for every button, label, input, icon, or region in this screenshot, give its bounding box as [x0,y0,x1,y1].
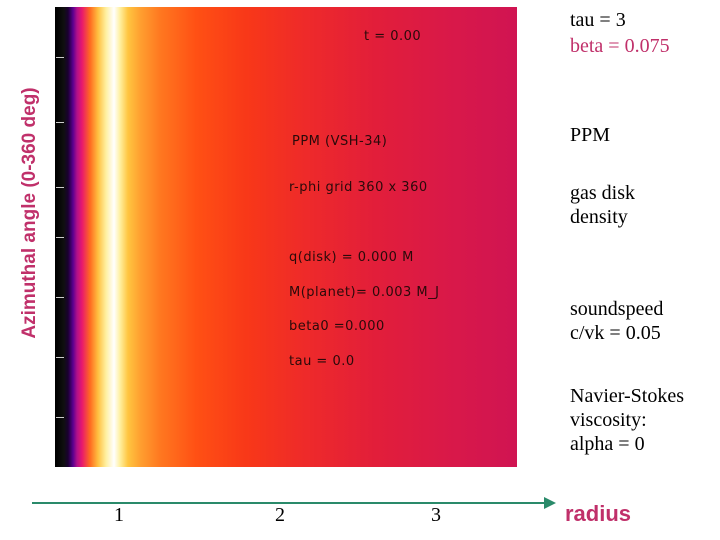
gas-disk-line: gas disk [570,182,635,204]
density-plot: t = 0.00 PPM (VSH-34) r-phi grid 360 x 3… [55,7,517,467]
time-label: t = 0.00 [364,29,422,44]
soundspeed-line: soundspeed [570,298,664,320]
tau-label: tau = 0.0 [289,354,355,369]
y-tick [56,57,64,58]
viscosity-line: viscosity: [570,409,647,431]
viscosity-annotation: Navier-Stokes viscosity: alpha = 0 [570,384,684,456]
x-tick-label: 1 [114,504,124,526]
navier-stokes-line: Navier-Stokes [570,385,685,407]
mplanet-label: M(planet)= 0.003 M_J [289,285,440,300]
density-line: density [570,206,628,228]
x-axis-line [32,502,546,504]
y-tick [56,122,64,123]
gas-disk-annotation: gas disk density [570,181,635,229]
beta-annotation: beta = 0.075 [570,35,670,57]
x-tick-label: 3 [431,504,441,526]
y-tick [56,417,64,418]
tau-annotation: tau = 3 [570,9,626,31]
y-tick [56,187,64,188]
beta0-label: beta0 =0.000 [289,319,385,334]
x-axis-label: radius [565,501,632,526]
y-tick [56,237,64,238]
x-tick-label: 2 [275,504,285,526]
alpha-line: alpha = 0 [570,433,645,455]
grid-label: r-phi grid 360 x 360 [289,180,428,195]
ppm-annotation: PPM [570,124,611,146]
y-axis-label: Azimuthal angle (0-360 deg) [19,87,40,339]
method-label: PPM (VSH-34) [292,134,388,149]
y-tick [56,297,64,298]
y-tick [56,357,64,358]
x-axis-arrow-icon [544,497,556,509]
soundspeed-annotation: soundspeed c/vk = 0.05 [570,297,663,345]
qdisk-label: q(disk) = 0.000 M [289,250,414,265]
soundspeed-value-line: c/vk = 0.05 [570,322,661,344]
